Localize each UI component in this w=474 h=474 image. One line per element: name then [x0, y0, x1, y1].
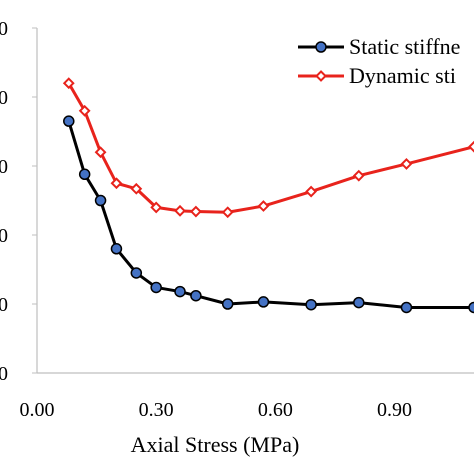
x-tick-label: 0.90 — [377, 399, 412, 421]
data-point — [400, 158, 413, 170]
plot-area — [36, 28, 474, 374]
data-point — [78, 168, 91, 181]
data-point — [400, 301, 413, 314]
legend-entry: Dynamic sti — [298, 63, 456, 88]
y-axis-ticks: 0 0 0 0 0 0 — [0, 18, 37, 385]
y-tick-label: 0 — [0, 156, 8, 178]
data-point — [468, 140, 474, 153]
legend-marker — [315, 41, 327, 53]
data-point — [189, 205, 202, 218]
y-tick-label: 0 — [0, 294, 8, 316]
data-point — [94, 146, 107, 159]
x-tick-label: 0.30 — [139, 399, 174, 421]
data-point — [174, 204, 186, 217]
series-line — [67, 120, 474, 309]
data-point — [257, 200, 270, 212]
y-tick-label: 0 — [0, 87, 8, 109]
legend-entry: Static stiffne — [298, 34, 460, 59]
data-point — [221, 206, 234, 219]
data-point — [468, 301, 474, 314]
data-point — [130, 267, 143, 279]
data-point — [174, 285, 186, 298]
data-point — [150, 201, 163, 214]
data-point — [110, 243, 123, 255]
data-point — [221, 298, 234, 310]
x-axis-title: Axial Stress (MPa) — [131, 432, 300, 457]
data-point — [62, 77, 75, 90]
series-dynamic-stiffness — [62, 77, 474, 219]
series-layer — [62, 77, 474, 314]
series-static-stiffness — [63, 115, 474, 314]
legend-marker — [315, 70, 327, 82]
data-point — [130, 182, 143, 195]
series-line — [67, 82, 474, 214]
y-tick-label: 0 — [0, 363, 8, 385]
data-point — [150, 281, 162, 294]
data-point — [78, 104, 91, 117]
x-tick-label: 0.60 — [258, 399, 293, 421]
data-point — [63, 115, 75, 127]
x-axis-ticks: 0.00 0.30 0.60 0.90 — [20, 399, 413, 421]
x-tick-label: 0.00 — [20, 399, 55, 421]
data-point — [353, 296, 365, 309]
legend: Static stiffne Dynamic sti — [298, 34, 460, 88]
y-tick-label: 0 — [0, 18, 8, 40]
data-point — [190, 289, 202, 302]
legend-label: Static stiffne — [349, 34, 460, 59]
data-point — [352, 169, 365, 182]
data-point — [305, 185, 318, 198]
data-point — [257, 296, 270, 308]
y-tick-label: 0 — [0, 225, 8, 247]
data-point — [305, 298, 317, 311]
data-point — [94, 194, 107, 207]
data-point — [110, 177, 123, 190]
legend-label: Dynamic sti — [349, 63, 456, 88]
